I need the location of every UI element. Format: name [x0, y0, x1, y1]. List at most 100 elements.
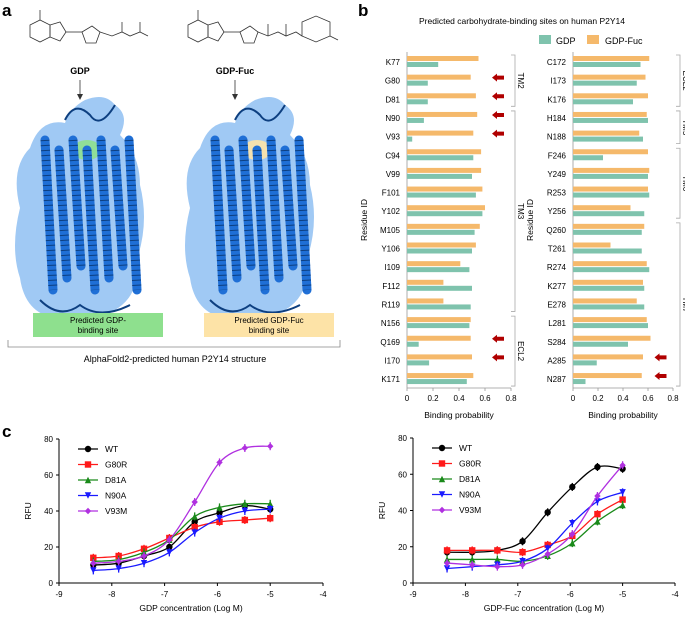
marker-diamond — [594, 492, 601, 500]
marker-triangle-up — [241, 500, 249, 507]
bar-gdp — [573, 360, 597, 366]
bar-gdp — [573, 248, 642, 254]
x-axis-title: GDP concentration (Log M) — [139, 603, 242, 613]
gdpfuc-site-legend-box — [204, 313, 334, 337]
panel-b-title: Predicted carbohydrate-binding sites on … — [419, 16, 625, 26]
legend-label: D81A — [105, 475, 127, 485]
legend-label-gdpfuc: GDP-Fuc — [605, 36, 643, 46]
marker-diamond — [469, 561, 476, 569]
marker-diamond — [241, 444, 249, 452]
region-bracket — [676, 147, 681, 219]
x-axis-title: Binding probability — [588, 410, 658, 420]
gdpfuc-site-label-1: Predicted GDP-Fuc — [234, 316, 303, 325]
bar-gdp — [407, 285, 472, 291]
bar-gdpfuc — [573, 279, 643, 285]
bar-gdpfuc — [573, 317, 647, 323]
x-tick-label: 0 — [571, 394, 576, 403]
marker-square — [267, 515, 274, 522]
marker-square — [84, 461, 92, 468]
bar-gdpfuc — [573, 167, 650, 173]
residue-label: K277 — [547, 282, 566, 291]
marker-triangle-down — [140, 560, 148, 567]
bar-gdp — [573, 136, 643, 142]
series-v93m — [443, 461, 626, 571]
y-axis-title: RFU — [377, 502, 387, 519]
bar-gdpfuc — [407, 223, 480, 229]
bar-gdp — [573, 323, 648, 329]
helix-stripe — [96, 139, 114, 279]
marker-circle — [438, 444, 446, 452]
bar-gdp — [407, 155, 474, 161]
residue-label: I173 — [550, 77, 566, 86]
marker-circle — [594, 463, 601, 471]
bar-gdp — [407, 80, 428, 86]
x-tick-label: -6 — [214, 590, 222, 599]
marker-square — [494, 547, 501, 554]
bar-gdp — [407, 192, 476, 198]
y-tick-label: 40 — [398, 507, 407, 516]
x-tick-label: -4 — [671, 590, 679, 599]
marker-triangle-up — [191, 513, 198, 520]
x-tick-label: 0.8 — [667, 394, 679, 403]
residue-label: Y249 — [547, 170, 566, 179]
bar-gdpfuc — [573, 354, 643, 360]
helix-stripe — [210, 139, 228, 291]
marker-diamond — [267, 443, 274, 450]
y-axis-title: RFU — [23, 502, 33, 519]
marker-square — [594, 510, 601, 518]
y-tick-label: 0 — [49, 579, 54, 588]
protein-gdpfuc-complex — [185, 96, 314, 323]
bar-gdpfuc — [407, 56, 479, 61]
bar-gdp — [407, 379, 467, 385]
bar-gdpfuc — [407, 317, 471, 323]
bar-gdp — [573, 173, 648, 179]
bar-gdp — [407, 248, 472, 254]
bar-gdpfuc — [407, 279, 444, 285]
residue-label: N156 — [381, 319, 401, 328]
region-label: TM3 — [516, 203, 525, 220]
marker-circle — [166, 543, 173, 551]
residue-label: R274 — [547, 263, 567, 272]
bar-gdpfuc — [407, 205, 485, 211]
x-tick-label: 0.8 — [505, 394, 517, 403]
highlight-arrow-icon — [654, 353, 667, 362]
residue-label: F112 — [382, 282, 400, 291]
marker-diamond — [140, 552, 148, 560]
panel-a: GDP GDP-Fuc Predicted GDP- binding site … — [7, 10, 341, 364]
residue-label: K176 — [547, 95, 566, 104]
residue-label: N188 — [547, 133, 567, 142]
bar-gdp — [407, 117, 424, 123]
x-tick-label: 0.2 — [592, 394, 604, 403]
legend-label: D81A — [459, 474, 481, 484]
bar-gdp — [573, 155, 603, 161]
marker-diamond — [443, 559, 451, 567]
residue-label: Q169 — [380, 338, 400, 347]
gdp-site-label-2: binding site — [78, 326, 119, 335]
bar-gdpfuc — [573, 74, 646, 80]
dose-response-gdp: -9 -8 -7 -6 -5 -4 0 20 40 60 80 GDP concentration (… — [23, 435, 327, 613]
y-tick-label: 60 — [398, 470, 407, 479]
residue-label: Y106 — [381, 245, 400, 254]
bar-gdp — [573, 62, 641, 67]
helix-stripe — [294, 139, 312, 291]
x-tick-label: -8 — [462, 590, 470, 599]
region-label: TM2 — [516, 73, 525, 90]
fit-curve — [93, 517, 271, 559]
bar-gdp — [407, 136, 413, 142]
bar-gdpfuc — [573, 130, 640, 136]
legend-label: WT — [105, 444, 118, 454]
region-bracket — [676, 110, 681, 144]
highlight-arrow-icon — [492, 92, 504, 101]
marker-triangle-down — [216, 515, 223, 522]
structure-caption: AlphaFold2-predicted human P2Y14 structu… — [84, 354, 267, 364]
residue-label: Y102 — [381, 207, 400, 216]
bar-gdp — [573, 285, 645, 291]
marker-triangle-down — [544, 545, 551, 552]
x-tick-label: 0.4 — [453, 394, 465, 403]
bar-gdpfuc — [407, 167, 482, 173]
bar-gdp — [407, 341, 419, 347]
region-label: ECL2 — [516, 341, 525, 362]
marker-circle — [84, 445, 92, 453]
bar-gdp — [573, 99, 633, 105]
bar-gdpfuc — [573, 261, 647, 267]
